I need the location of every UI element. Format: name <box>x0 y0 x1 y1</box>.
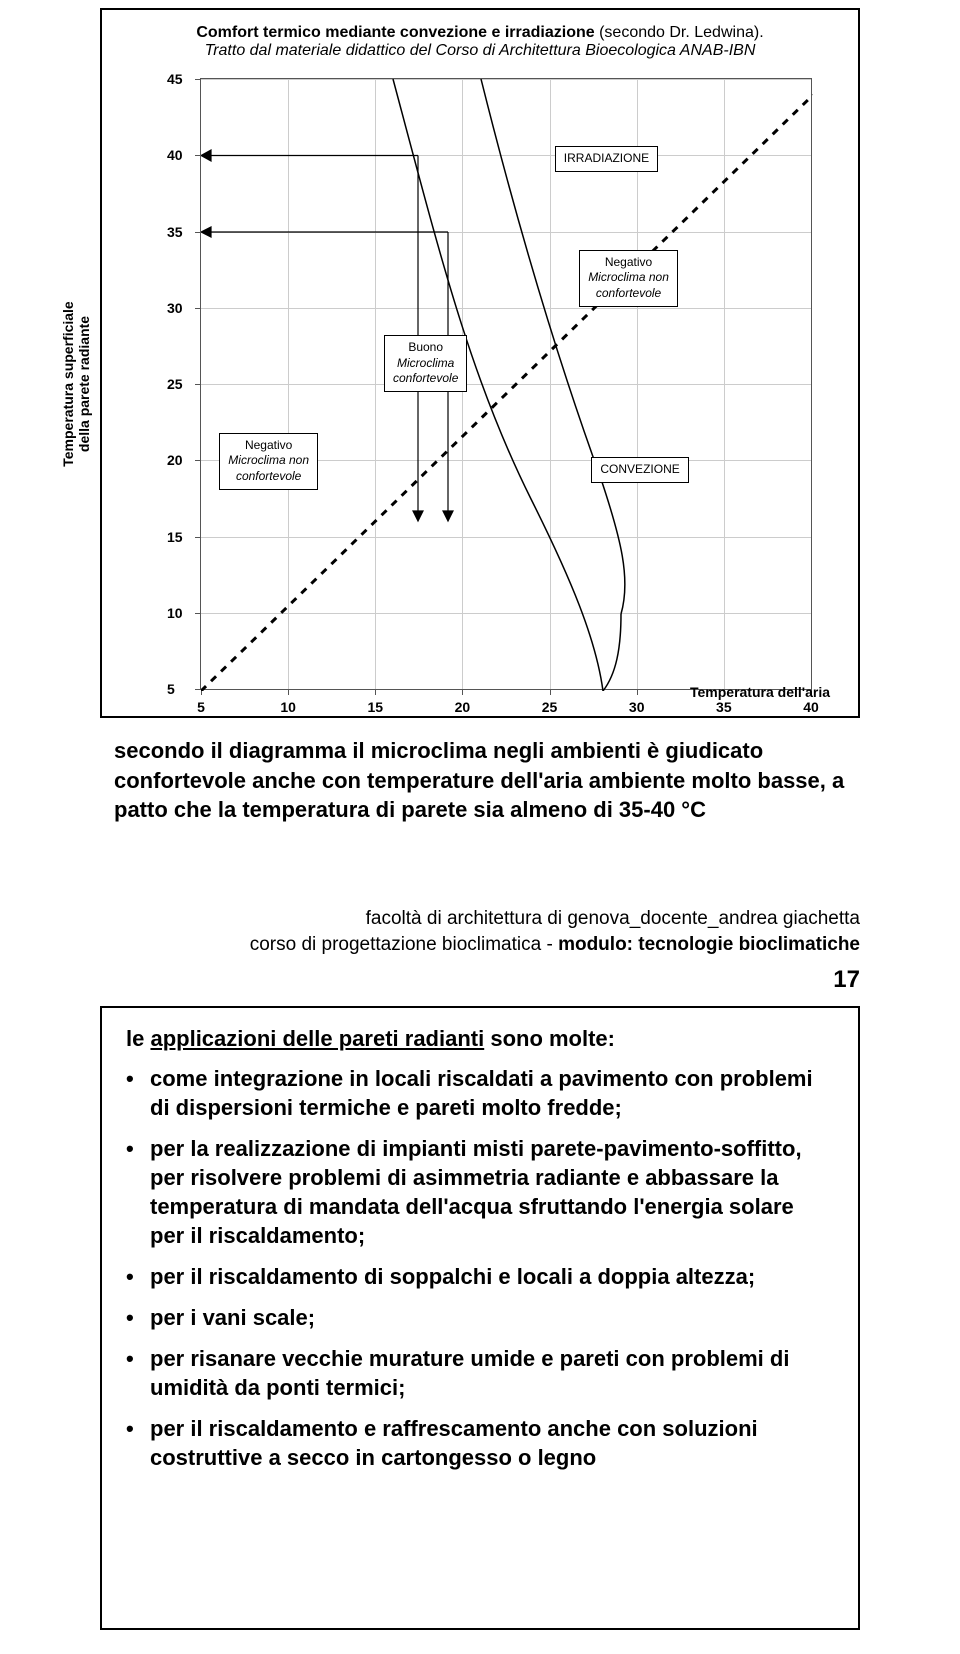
course-line-2a: corso di progettazione bioclimatica - <box>250 934 558 955</box>
course-line-2b: modulo: tecnologie bioclimatiche <box>558 934 860 955</box>
bullet-heading-b: sono molte: <box>484 1026 615 1051</box>
y-tick: 10 <box>167 605 183 621</box>
x-tick: 10 <box>280 699 296 715</box>
label-convezione: CONVEZIONE <box>591 457 688 483</box>
label-buono-title: Buono <box>408 340 443 354</box>
bullet-item: per risanare vecchie murature umide e pa… <box>126 1344 834 1402</box>
bullet-heading: le applicazioni delle pareti radianti so… <box>126 1026 834 1052</box>
x-tick: 40 <box>803 699 819 715</box>
x-tick: 15 <box>367 699 383 715</box>
x-tick: 5 <box>197 699 205 715</box>
bullet-item: per il riscaldamento e raffrescamento an… <box>126 1414 834 1472</box>
label-irradiazione-text: IRRADIAZIONE <box>564 151 649 165</box>
course-line-1: facoltà di architettura di genova_docent… <box>100 908 860 930</box>
bullet-heading-a: le <box>126 1026 150 1051</box>
label-buono: Buono Microclimaconfortevole <box>384 335 467 392</box>
y-tick: 35 <box>167 224 183 240</box>
x-axis-label: Temperatura dell'aria <box>690 684 830 700</box>
chart-title: Comfort termico mediante convezione e ir… <box>116 24 844 60</box>
course-line-2: corso di progettazione bioclimatica - mo… <box>100 934 860 956</box>
bullet-item: come integrazione in locali riscaldati a… <box>126 1064 834 1122</box>
y-tick: 5 <box>167 681 175 697</box>
y-tick: 15 <box>167 529 183 545</box>
label-buono-sub: Microclimaconfortevole <box>393 356 458 387</box>
chart-title-bold: Comfort termico mediante convezione e ir… <box>196 24 594 41</box>
label-negativo-right: Negativo Microclima nonconfortevole <box>579 250 678 307</box>
bullet-item: per il riscaldamento di soppalchi e loca… <box>126 1262 834 1291</box>
chart-title-attrib: (secondo Dr. Ledwina). <box>595 24 764 41</box>
y-tick: 40 <box>167 147 183 163</box>
chart-curves <box>201 79 813 691</box>
x-tick: 20 <box>455 699 471 715</box>
y-axis-label: Temperatura superficialedella parete rad… <box>60 274 92 494</box>
bullet-list: come integrazione in locali riscaldati a… <box>126 1064 834 1472</box>
label-irradiazione: IRRADIAZIONE <box>555 146 658 172</box>
label-negativo-left-sub: Microclima nonconfortevole <box>228 453 309 484</box>
chart-inner: Comfort termico mediante convezione e ir… <box>116 24 844 702</box>
y-tick: 45 <box>167 71 183 87</box>
y-tick: 30 <box>167 300 183 316</box>
x-tick: 35 <box>716 699 732 715</box>
y-tick: 20 <box>167 452 183 468</box>
x-tick: 30 <box>629 699 645 715</box>
bullet-heading-underline: applicazioni delle pareti radianti <box>150 1026 484 1051</box>
conclusion-text: secondo il diagramma il microclima negli… <box>114 736 846 825</box>
bullet-item: per la realizzazione di impianti misti p… <box>126 1134 834 1250</box>
label-negativo-right-sub: Microclima nonconfortevole <box>588 270 669 301</box>
plot-area: 5 10 15 20 25 30 35 40 45 5 10 15 20 25 … <box>200 78 812 690</box>
label-negativo-left: Negativo Microclima nonconfortevole <box>219 433 318 490</box>
label-convezione-text: CONVEZIONE <box>600 462 679 476</box>
chart-title-line2: Tratto dal materiale didattico del Corso… <box>116 42 844 60</box>
chart-title-line1: Comfort termico mediante convezione e ir… <box>116 24 844 42</box>
bullet-frame: le applicazioni delle pareti radianti so… <box>100 1006 860 1630</box>
page-number: 17 <box>833 966 860 994</box>
y-tick: 25 <box>167 376 183 392</box>
label-negativo-right-title: Negativo <box>605 255 652 269</box>
label-negativo-left-title: Negativo <box>245 438 292 452</box>
chart-frame: Comfort termico mediante convezione e ir… <box>100 8 860 718</box>
bullet-item: per i vani scale; <box>126 1303 834 1332</box>
x-tick: 25 <box>542 699 558 715</box>
